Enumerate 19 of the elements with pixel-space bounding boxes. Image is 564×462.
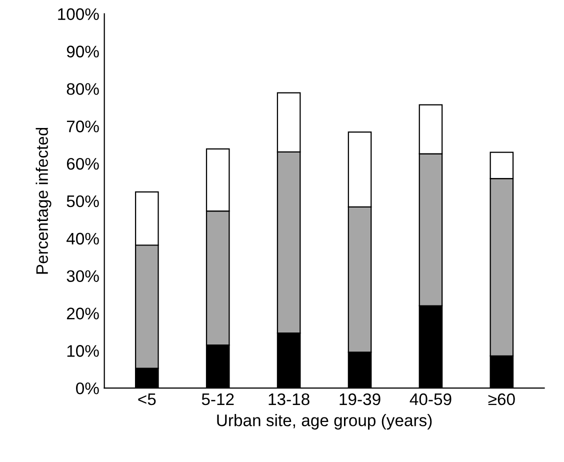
y-tick-label: 40% <box>66 232 99 245</box>
y-tick-label: 100% <box>58 8 99 20</box>
y-tick-label: 70% <box>66 120 99 132</box>
y-tick-label: 60% <box>66 158 99 170</box>
x-tick-label: 13-18 <box>268 393 310 406</box>
x-tick-label: ≥60 <box>488 393 515 406</box>
y-axis-title: Percentage infected <box>36 128 52 274</box>
x-tick-label: 19-39 <box>340 393 380 406</box>
x-axis-title: Urban site, age group (years) <box>217 414 432 430</box>
y-tick-label: 50% <box>66 195 99 208</box>
y-tick-label: 30% <box>66 270 99 282</box>
y-tick-label: 0% <box>76 382 99 394</box>
x-tick-label: 40-59 <box>410 393 452 406</box>
y-tick-label: 20% <box>66 308 99 320</box>
x-tick-label: <5 <box>138 394 156 406</box>
y-tick-label: 90% <box>66 46 99 58</box>
y-tick-label: 80% <box>66 83 99 95</box>
x-tick-label: 5-12 <box>202 393 234 406</box>
y-tick-label: 10% <box>67 345 99 357</box>
